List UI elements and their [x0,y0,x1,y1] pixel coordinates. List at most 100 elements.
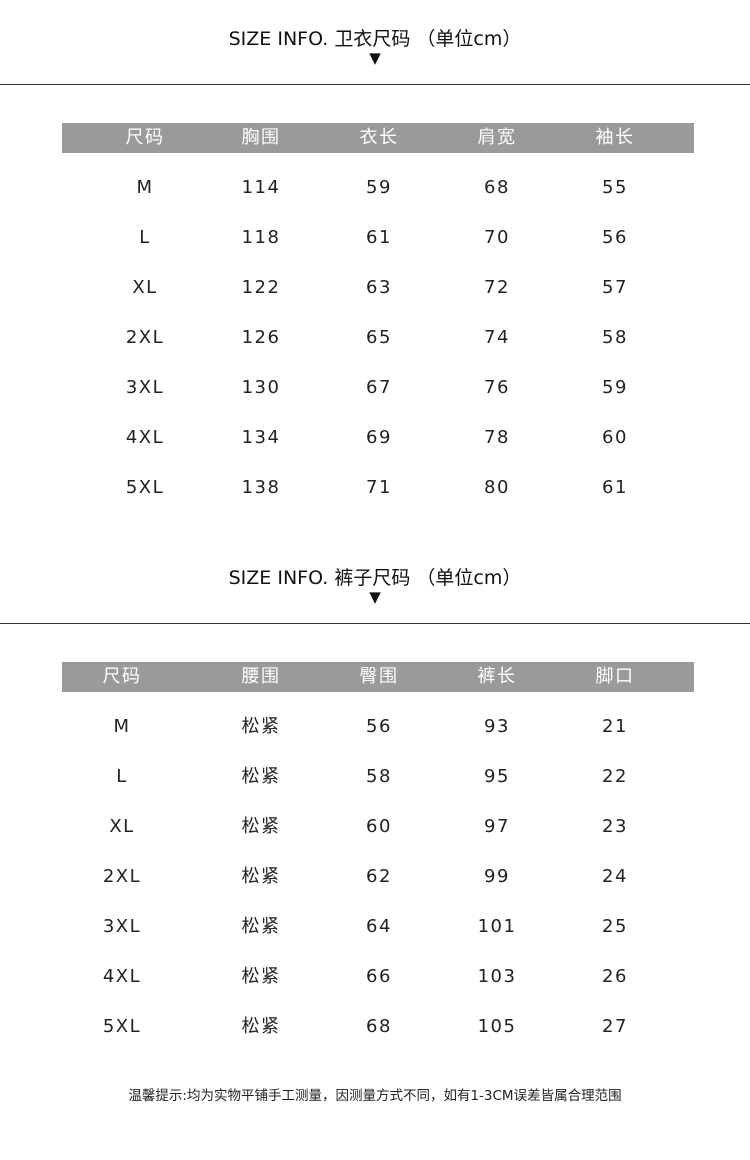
tops-table-header: 尺码 胸围 衣长 肩宽 袖长 [62,123,694,153]
table-cell: 56 [366,716,392,737]
table-cell: 70 [484,227,510,248]
table-cell: 138 [241,477,281,498]
table-cell: 101 [477,916,517,937]
column-header: 裤长 [477,666,517,687]
table-cell: 58 [602,327,628,348]
table-cell: 126 [241,327,281,348]
down-triangle-icon: ▼ [369,588,381,606]
table-cell: 78 [484,427,510,448]
table-cell: 55 [602,177,628,198]
table-cell: 134 [241,427,281,448]
column-header: 胸围 [241,127,281,148]
column-header: 腰围 [241,666,281,687]
table-cell: 114 [241,177,281,198]
table-cell: 松紧 [241,916,281,937]
table-row: M 松紧 56 93 21 [0,715,750,739]
column-header: 脚口 [595,666,635,687]
column-header: 尺码 [125,127,165,148]
table-cell: 69 [366,427,392,448]
table-cell: 62 [366,866,392,887]
table-cell: 4XL [125,427,165,448]
table-cell: 67 [366,377,392,398]
table-row: XL 松紧 60 97 23 [0,815,750,839]
table-cell: 68 [484,177,510,198]
down-triangle-icon: ▼ [369,49,381,67]
table-cell: 99 [484,866,510,887]
table-cell: M [113,716,131,737]
table-cell: 66 [366,966,392,987]
table-cell: 97 [484,816,510,837]
table-row: 5XL 138 71 80 61 [0,476,750,500]
table-row: 2XL 126 65 74 58 [0,326,750,350]
pants-title: SIZE INFO. 裤子尺码 （单位cm） [228,567,522,589]
table-cell: 3XL [125,377,165,398]
table-cell: 5XL [102,1016,142,1037]
table-cell: 松紧 [241,1016,281,1037]
table-cell: 59 [602,377,628,398]
table-cell: 4XL [102,966,142,987]
table-cell: 93 [484,716,510,737]
table-cell: 松紧 [241,766,281,787]
table-row: 4XL 134 69 78 60 [0,426,750,450]
table-cell: 65 [366,327,392,348]
table-cell: 56 [602,227,628,248]
table-cell: L [139,227,151,248]
table-row: 3XL 松紧 64 101 25 [0,915,750,939]
table-cell: 25 [602,916,628,937]
table-cell: 59 [366,177,392,198]
divider [0,623,750,624]
table-cell: 松紧 [241,966,281,987]
table-cell: 118 [241,227,281,248]
column-header: 衣长 [359,127,399,148]
table-cell: 80 [484,477,510,498]
table-row: M 114 59 68 55 [0,176,750,200]
table-cell: 23 [602,816,628,837]
table-cell: 105 [477,1016,517,1037]
table-row: 3XL 130 67 76 59 [0,376,750,400]
column-header: 臀围 [359,666,399,687]
pants-table-header: 尺码 腰围 臀围 裤长 脚口 [62,662,694,692]
table-cell: 64 [366,916,392,937]
table-row: L 松紧 58 95 22 [0,765,750,789]
table-cell: 58 [366,766,392,787]
table-cell: 5XL [125,477,165,498]
table-row: 5XL 松紧 68 105 27 [0,1015,750,1039]
table-cell: 60 [602,427,628,448]
table-cell: 71 [366,477,392,498]
table-cell: 2XL [125,327,165,348]
table-cell: 26 [602,966,628,987]
column-header: 袖长 [595,127,635,148]
table-cell: 95 [484,766,510,787]
table-cell: 61 [366,227,392,248]
table-cell: 27 [602,1016,628,1037]
table-cell: 103 [477,966,517,987]
table-row: 2XL 松紧 62 99 24 [0,865,750,889]
column-header: 肩宽 [477,127,517,148]
table-cell: 122 [241,277,281,298]
table-cell: 61 [602,477,628,498]
table-cell: 57 [602,277,628,298]
table-cell: 3XL [102,916,142,937]
table-cell: XL [109,816,135,837]
table-cell: 22 [602,766,628,787]
footer-note: 温馨提示:均为实物平铺手工测量，因测量方式不同，如有1-3CM误差皆属合理范围 [128,1088,622,1104]
table-row: XL 122 63 72 57 [0,276,750,300]
table-cell: 2XL [102,866,142,887]
table-row: L 118 61 70 56 [0,226,750,250]
column-header: 尺码 [102,666,142,687]
table-cell: 68 [366,1016,392,1037]
table-cell: 60 [366,816,392,837]
table-cell: 63 [366,277,392,298]
table-cell: 76 [484,377,510,398]
table-cell: 72 [484,277,510,298]
table-cell: XL [132,277,158,298]
table-cell: L [116,766,128,787]
table-cell: 松紧 [241,816,281,837]
table-cell: 130 [241,377,281,398]
divider [0,84,750,85]
table-cell: 21 [602,716,628,737]
table-cell: 松紧 [241,716,281,737]
table-cell: M [136,177,154,198]
table-row: 4XL 松紧 66 103 26 [0,965,750,989]
tops-title: SIZE INFO. 卫衣尺码 （单位cm） [228,28,522,50]
